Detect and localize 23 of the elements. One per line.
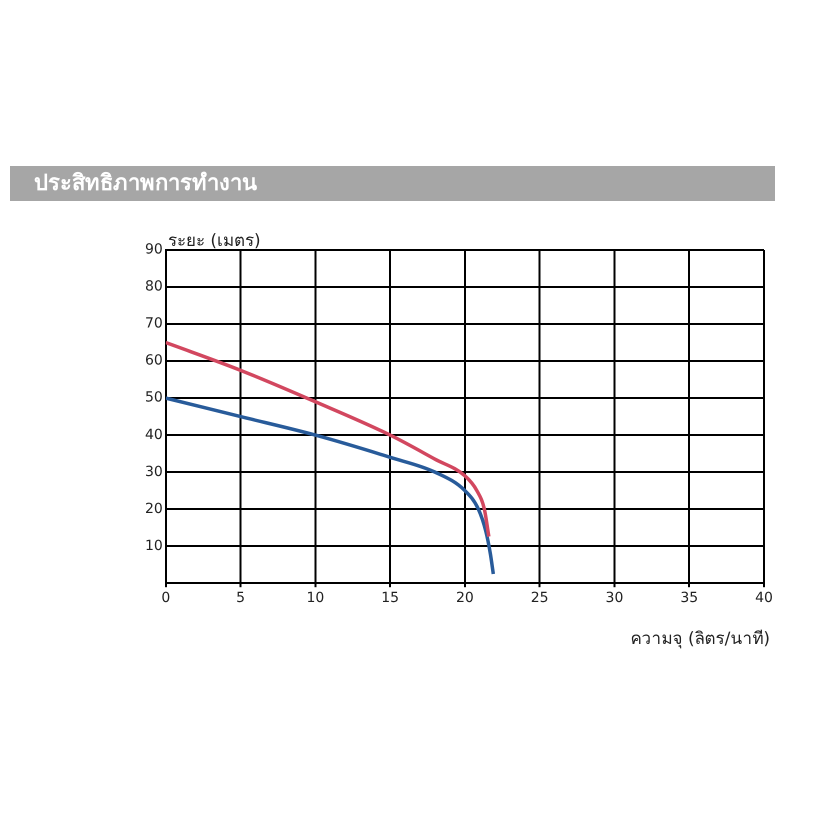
x-tick-label: 0 [161,590,170,606]
line-series [166,396,496,576]
x-tick-label: 25 [530,590,549,606]
x-tick-label: 15 [381,590,400,606]
chart-title: ประสิทธิภาพการทำงาน [10,166,775,201]
x-axis-title: ความจุ (ลิตร/นาที) [630,628,770,651]
x-tick-label: 20 [456,590,474,606]
y-tick-label: 30 [144,464,163,480]
y-tick-label: 70 [144,316,163,332]
y-tick-label: 90 [144,242,163,258]
x-tick-label: 30 [606,590,624,606]
y-tick-label: 50 [144,390,163,406]
y-tick-label: 80 [144,278,163,295]
x-tick-label: 10 [306,590,324,606]
y-tick-label: 20 [144,500,163,517]
x-tick-label: 35 [680,590,698,606]
y-axis-title: ระยะ (เมตร) [168,230,261,253]
y-tick-label: 10 [144,538,163,554]
x-tick-label: 40 [755,590,773,606]
line-series [166,340,491,538]
y-tick-label: 60 [144,352,163,369]
x-tick-label: 5 [236,590,246,606]
y-tick-label: 40 [144,426,163,443]
